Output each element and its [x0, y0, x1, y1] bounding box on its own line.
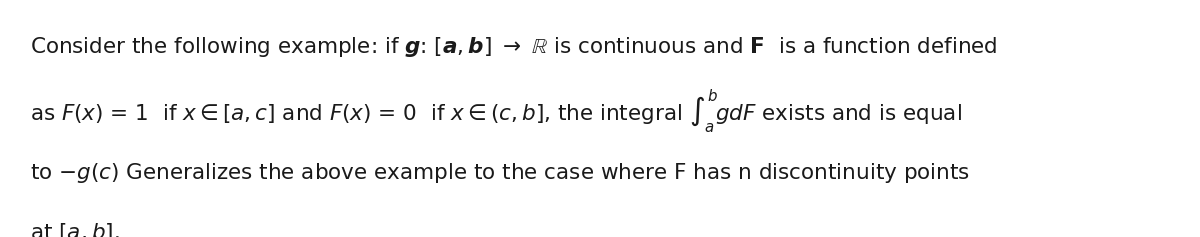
Text: at $[a, b]$.: at $[a, b]$. — [30, 221, 120, 237]
Text: Consider the following example: if $\boldsymbol{g}$: $[\boldsymbol{a}, \boldsymb: Consider the following example: if $\bol… — [30, 35, 997, 59]
Text: to $-g(c)$ Generalizes the above example to the case where F has n discontinuity: to $-g(c)$ Generalizes the above example… — [30, 161, 970, 185]
Text: as $F(x)$ = 1  if $x \in [a, c]$ and $F(x)$ = 0  if $x \in (c, b]$, the integral: as $F(x)$ = 1 if $x \in [a, c]$ and $F(x… — [30, 87, 962, 135]
